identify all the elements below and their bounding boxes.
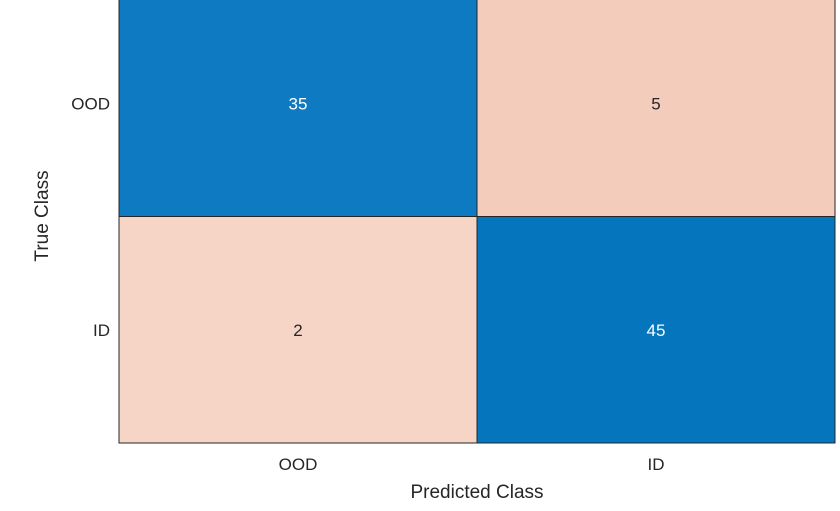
matrix-cell-ood-ood xyxy=(118,0,478,217)
matrix-cells xyxy=(118,0,836,444)
cell-value-label: 2 xyxy=(293,321,302,340)
cell-value-label: 35 xyxy=(289,94,308,113)
matrix-cell-id-id xyxy=(476,216,836,444)
cell-value-label: 45 xyxy=(647,321,666,340)
matrix-cell-id-ood xyxy=(118,216,478,444)
y-tick-label: OOD xyxy=(71,94,110,113)
x-tick-label: ID xyxy=(648,455,665,474)
x-tick-labels: OOD ID xyxy=(279,455,665,474)
cell-value-labels: 35 5 2 45 xyxy=(289,94,666,340)
matrix-cell-ood-id xyxy=(476,0,836,217)
y-tick-labels: OOD ID xyxy=(71,94,110,340)
cell-value-label: 5 xyxy=(651,94,660,113)
y-axis-label: True Class xyxy=(32,170,53,261)
x-axis-label: Predicted Class xyxy=(410,482,543,503)
y-tick-label: ID xyxy=(93,321,110,340)
x-tick-label: OOD xyxy=(279,455,318,474)
